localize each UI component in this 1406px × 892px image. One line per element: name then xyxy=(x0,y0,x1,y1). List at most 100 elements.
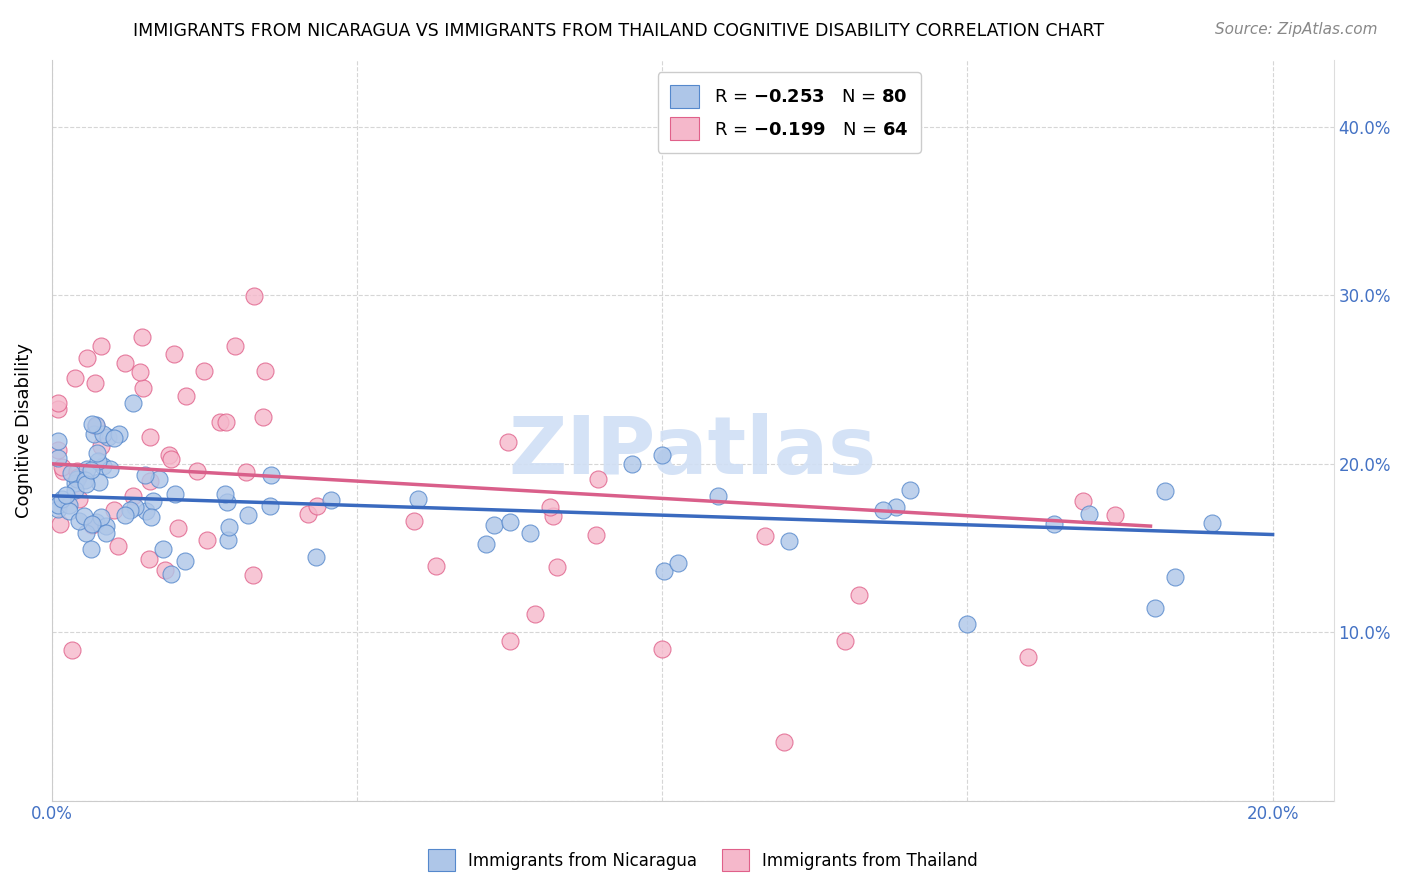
Point xyxy=(132,381,155,395)
Point xyxy=(195,533,218,548)
Point xyxy=(138,552,160,566)
Point xyxy=(884,500,907,515)
Point xyxy=(46,451,69,466)
Point xyxy=(538,500,561,514)
Point xyxy=(217,533,239,548)
Point xyxy=(523,607,546,622)
Point xyxy=(666,556,689,570)
Point xyxy=(402,514,425,528)
Point xyxy=(155,563,177,577)
Point xyxy=(63,371,86,385)
Point xyxy=(174,389,197,403)
Point xyxy=(834,633,856,648)
Point xyxy=(1104,508,1126,523)
Point xyxy=(1143,601,1166,615)
Point xyxy=(83,376,105,391)
Point xyxy=(75,474,97,488)
Point xyxy=(49,516,72,531)
Point xyxy=(259,499,281,513)
Point xyxy=(80,518,103,533)
Point xyxy=(124,500,146,514)
Point xyxy=(159,451,181,466)
Point xyxy=(519,525,541,540)
Point xyxy=(91,427,114,442)
Point xyxy=(235,465,257,479)
Point xyxy=(305,500,328,514)
Point xyxy=(103,431,125,445)
Point xyxy=(1043,516,1066,531)
Y-axis label: Cognitive Disability: Cognitive Disability xyxy=(15,343,32,517)
Point xyxy=(51,460,73,475)
Point xyxy=(51,492,73,507)
Point xyxy=(498,435,520,450)
Point xyxy=(121,396,143,410)
Point xyxy=(67,514,90,528)
Point xyxy=(872,503,894,517)
Point xyxy=(236,508,259,522)
Point xyxy=(97,430,120,444)
Point xyxy=(186,464,208,478)
Point xyxy=(63,475,86,490)
Point xyxy=(754,529,776,543)
Point xyxy=(474,537,496,551)
Point xyxy=(217,495,239,509)
Point xyxy=(76,462,98,476)
Point xyxy=(499,515,522,529)
Point xyxy=(107,540,129,554)
Point xyxy=(46,501,69,516)
Point xyxy=(58,498,80,512)
Point xyxy=(139,510,162,524)
Point xyxy=(166,521,188,535)
Point xyxy=(131,330,153,344)
Point xyxy=(66,472,89,486)
Point xyxy=(541,508,564,523)
Point xyxy=(425,559,447,574)
Point xyxy=(82,417,104,431)
Point xyxy=(406,491,429,506)
Point xyxy=(76,351,98,365)
Point xyxy=(1164,570,1187,584)
Point xyxy=(252,409,274,424)
Point xyxy=(1154,483,1177,498)
Point xyxy=(103,502,125,516)
Point xyxy=(80,463,103,477)
Point xyxy=(83,427,105,442)
Point xyxy=(243,289,266,303)
Point xyxy=(138,474,160,488)
Point xyxy=(94,519,117,533)
Point xyxy=(84,417,107,432)
Point xyxy=(86,419,108,434)
Point xyxy=(46,498,69,512)
Point xyxy=(55,488,77,502)
Point xyxy=(80,541,103,556)
Point xyxy=(46,396,69,410)
Point xyxy=(174,554,197,568)
Point xyxy=(67,491,90,506)
Point xyxy=(224,339,246,353)
Point xyxy=(620,457,643,471)
Point xyxy=(52,464,75,478)
Point xyxy=(46,443,69,458)
Text: ZIPatlas: ZIPatlas xyxy=(509,413,877,491)
Point xyxy=(89,475,111,489)
Point xyxy=(707,489,730,503)
Point xyxy=(773,734,796,748)
Point xyxy=(898,483,921,497)
Point xyxy=(260,467,283,482)
Text: Source: ZipAtlas.com: Source: ZipAtlas.com xyxy=(1215,22,1378,37)
Point xyxy=(848,588,870,602)
Point xyxy=(484,518,506,533)
Point xyxy=(46,434,69,449)
Point xyxy=(75,477,97,491)
Point xyxy=(90,510,112,524)
Point xyxy=(65,483,87,497)
Point xyxy=(94,526,117,541)
Point xyxy=(152,541,174,556)
Point xyxy=(139,429,162,443)
Point xyxy=(134,467,156,482)
Legend: Immigrants from Nicaragua, Immigrants from Thailand: Immigrants from Nicaragua, Immigrants fr… xyxy=(420,841,986,880)
Point xyxy=(297,507,319,521)
Point xyxy=(214,415,236,429)
Point xyxy=(90,438,112,452)
Point xyxy=(1201,516,1223,530)
